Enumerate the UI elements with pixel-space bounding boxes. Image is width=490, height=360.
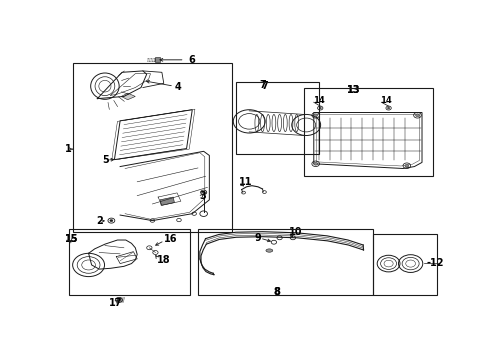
Circle shape — [405, 164, 409, 167]
Bar — [69, 229, 190, 296]
Bar — [372, 234, 437, 296]
Bar — [73, 63, 232, 232]
Text: 14: 14 — [380, 96, 392, 105]
Text: 18: 18 — [157, 255, 171, 265]
Text: 16: 16 — [164, 234, 177, 244]
Circle shape — [110, 220, 113, 222]
Polygon shape — [121, 93, 135, 100]
Circle shape — [388, 107, 390, 109]
Circle shape — [416, 114, 419, 117]
Text: 6: 6 — [189, 55, 195, 65]
Text: 7: 7 — [259, 80, 266, 90]
Polygon shape — [160, 197, 174, 205]
Text: 8: 8 — [273, 287, 280, 297]
Text: 15: 15 — [65, 234, 78, 244]
Circle shape — [314, 114, 318, 117]
Circle shape — [319, 107, 321, 109]
Text: 1: 1 — [65, 144, 72, 154]
Circle shape — [314, 162, 318, 165]
Text: 5: 5 — [102, 155, 109, 165]
Bar — [304, 87, 434, 176]
Text: -12: -12 — [427, 258, 444, 268]
Bar — [147, 58, 155, 62]
Circle shape — [202, 192, 205, 193]
Text: 8: 8 — [273, 287, 280, 297]
Text: 2: 2 — [96, 216, 103, 226]
Polygon shape — [155, 57, 160, 62]
Circle shape — [118, 299, 121, 301]
Text: 11: 11 — [239, 177, 252, 187]
Text: 3: 3 — [200, 192, 207, 202]
Bar — [236, 82, 319, 154]
Bar — [198, 229, 373, 296]
Text: 10: 10 — [289, 227, 303, 237]
Text: 7: 7 — [261, 81, 268, 91]
Text: 14: 14 — [313, 96, 324, 105]
Ellipse shape — [266, 249, 273, 252]
Text: 13: 13 — [347, 85, 360, 95]
Text: 9: 9 — [255, 233, 262, 243]
Text: 17: 17 — [109, 298, 122, 308]
Text: 15: 15 — [65, 234, 78, 244]
Text: 4: 4 — [174, 82, 181, 92]
Text: 13: 13 — [347, 85, 360, 95]
